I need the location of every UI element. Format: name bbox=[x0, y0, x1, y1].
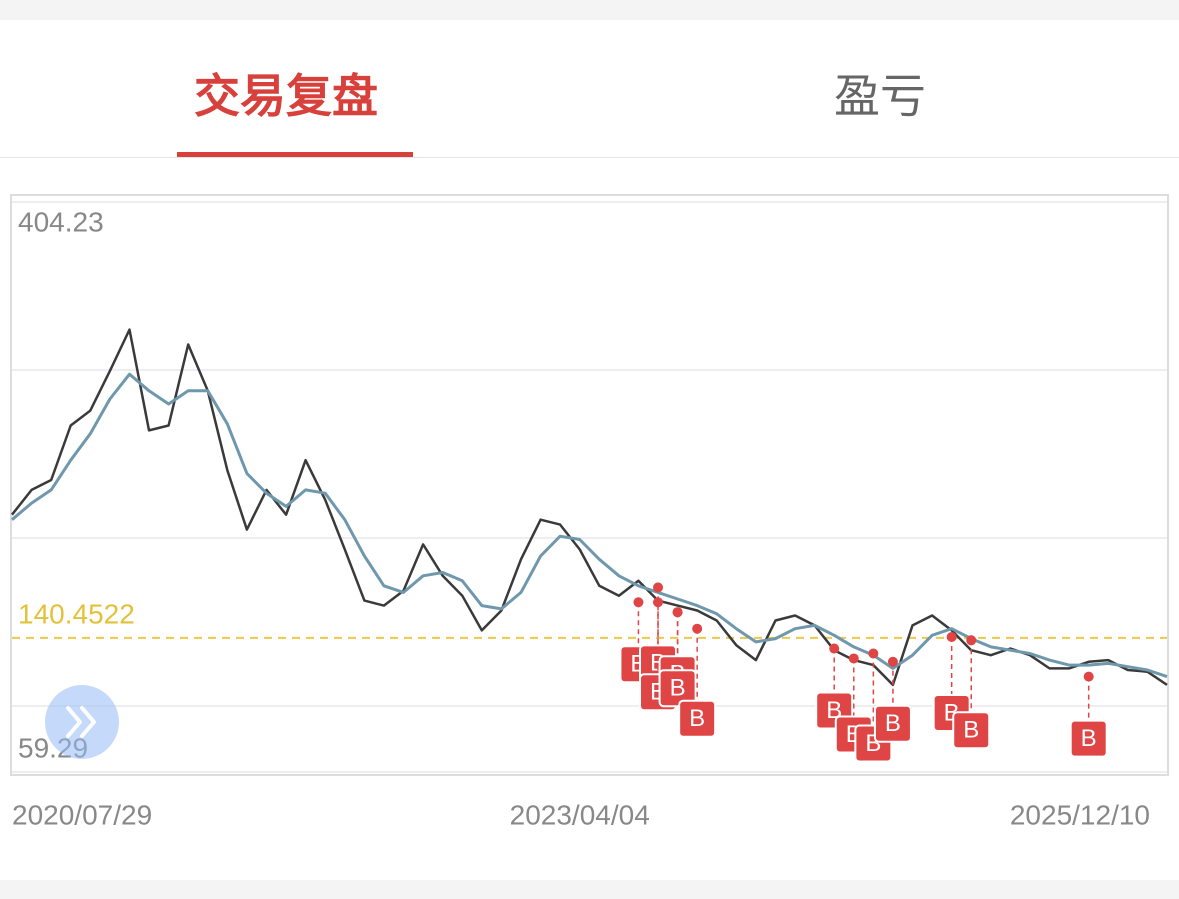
reference-label: 140.4522 bbox=[18, 598, 135, 629]
buy-point bbox=[653, 582, 664, 593]
collapse-icon bbox=[66, 706, 96, 738]
buy-label: B bbox=[689, 705, 705, 732]
price-line bbox=[11, 372, 1168, 679]
buy-label: B bbox=[1081, 725, 1097, 752]
buy-point bbox=[653, 597, 664, 608]
tab-underline bbox=[177, 152, 413, 157]
buy-point bbox=[848, 653, 859, 664]
buy-badge bbox=[1069, 719, 1108, 758]
tab[interactable]: 盈亏 bbox=[834, 70, 926, 122]
x-tick-label: 2023/04/04 bbox=[510, 799, 650, 830]
buy-label: B bbox=[670, 675, 686, 702]
buy-badge bbox=[873, 704, 912, 743]
buy-point bbox=[1083, 671, 1094, 682]
buy-badge bbox=[658, 669, 697, 708]
panel: 交易复盘 盈亏 bbox=[0, 20, 1179, 880]
x-tick-label: 2020/07/29 bbox=[12, 799, 152, 830]
buy-point bbox=[868, 648, 879, 659]
buy-point bbox=[887, 656, 898, 667]
x-tick-label: 2025/12/10 bbox=[1010, 799, 1150, 830]
price-line bbox=[11, 328, 1168, 687]
grid bbox=[12, 369, 1167, 707]
buy-point bbox=[966, 635, 977, 646]
buy-point bbox=[829, 643, 840, 654]
y-tick-label: 404.23 bbox=[18, 206, 104, 237]
chart-frame bbox=[10, 194, 1169, 776]
buy-point bbox=[672, 607, 683, 618]
buy-badge bbox=[678, 699, 717, 738]
buy-label: B bbox=[885, 710, 901, 737]
buy-label: B bbox=[963, 717, 979, 744]
buy-badge bbox=[952, 711, 991, 750]
buy-point bbox=[946, 631, 957, 642]
tab-active[interactable]: 交易复盘 bbox=[194, 70, 378, 122]
buy-point bbox=[633, 597, 644, 608]
buy-point bbox=[692, 623, 703, 634]
divider bbox=[0, 157, 1179, 158]
